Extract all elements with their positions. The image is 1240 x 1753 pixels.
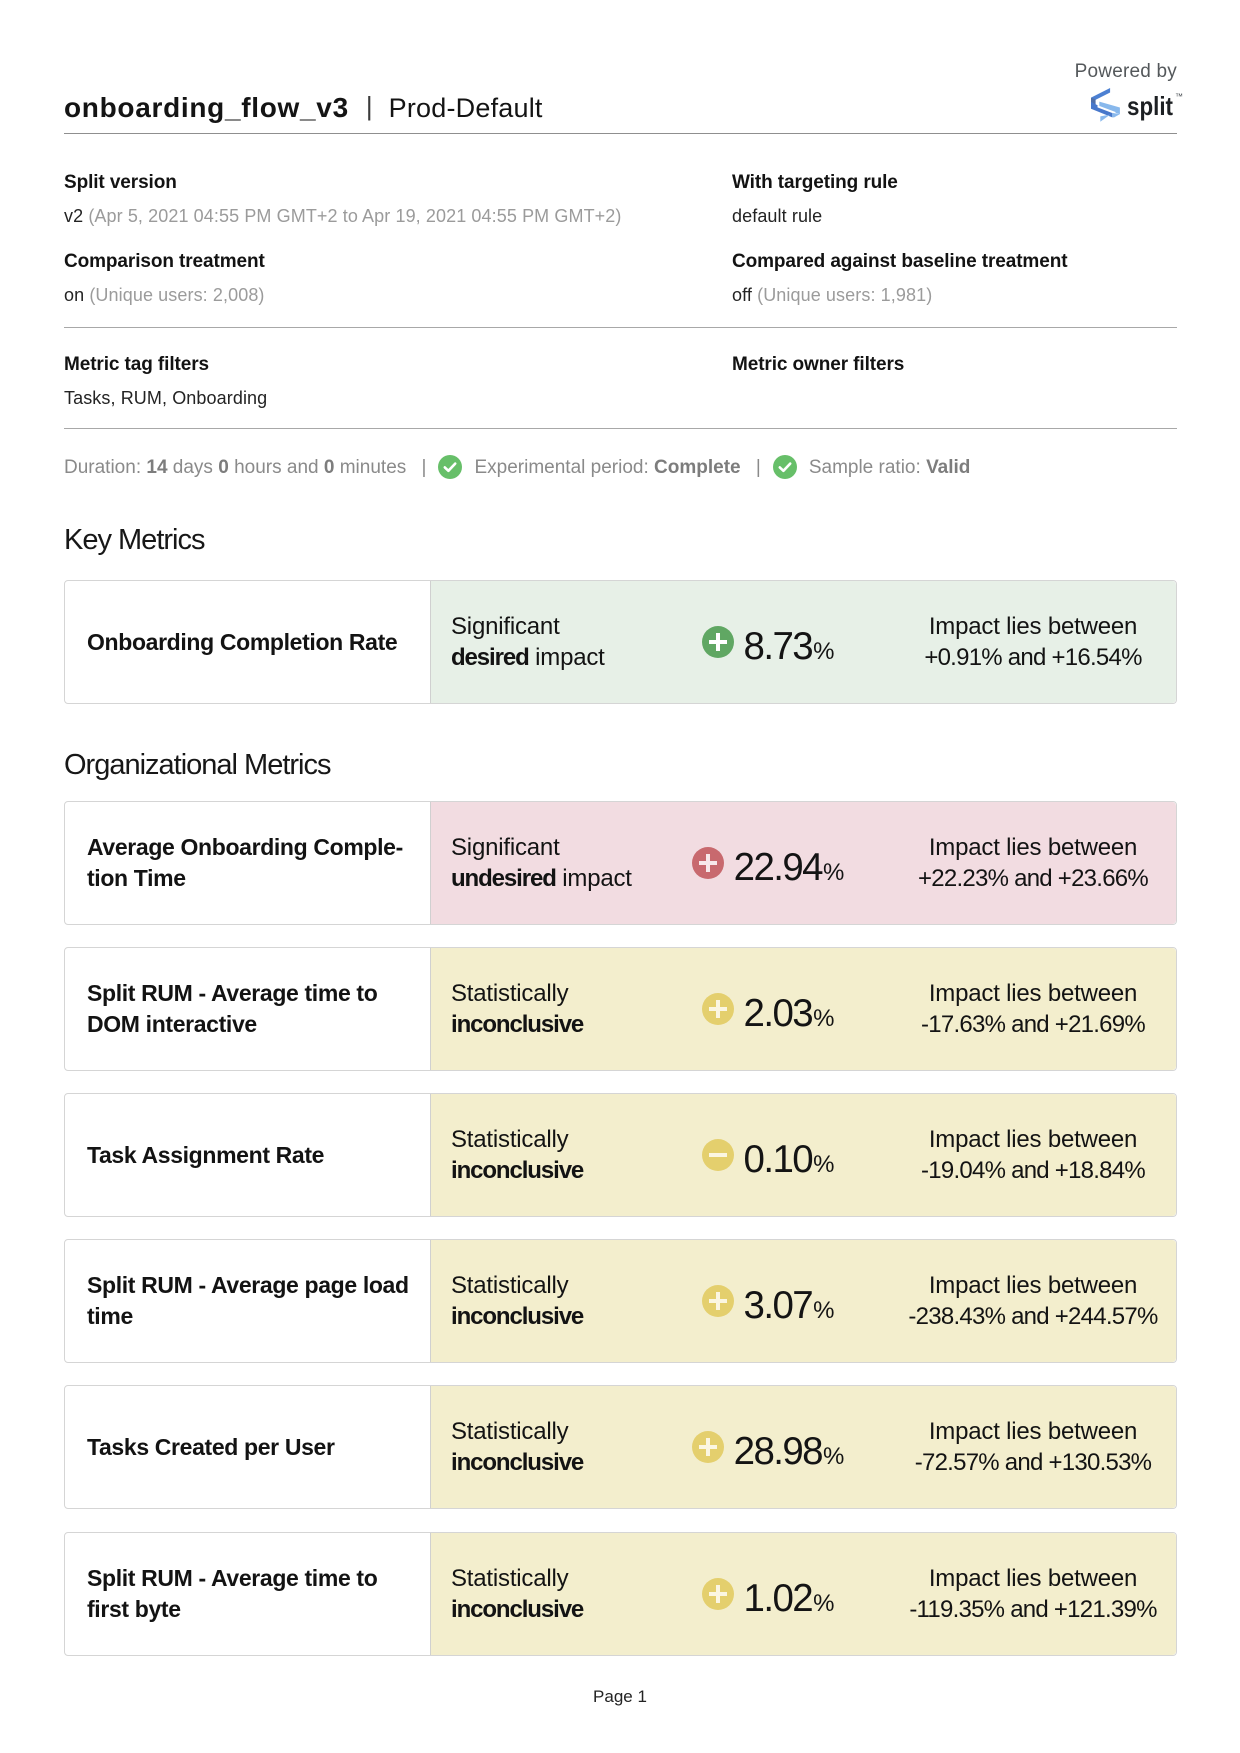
svg-text:split: split: [1127, 91, 1173, 121]
svg-text:™: ™: [1175, 92, 1183, 101]
